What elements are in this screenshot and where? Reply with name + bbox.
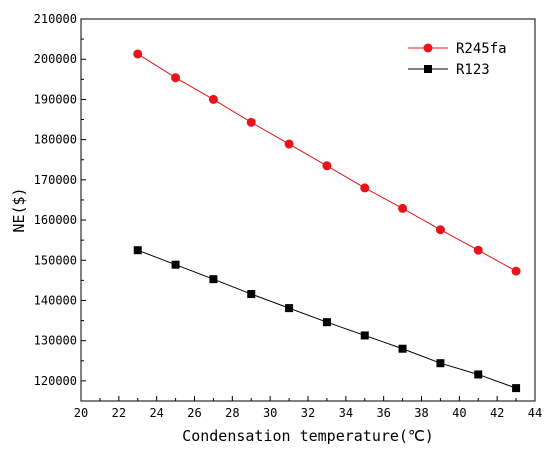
x-tick-label: 26 xyxy=(187,406,201,420)
data-point-r245fa xyxy=(322,161,332,171)
x-tick-label: 40 xyxy=(452,406,466,420)
data-point-r245fa xyxy=(360,183,370,193)
x-tick-label: 28 xyxy=(225,406,239,420)
x-tick-label: 22 xyxy=(112,406,126,420)
legend-marker-r245fa xyxy=(423,43,433,53)
legend-marker-r123 xyxy=(424,65,432,73)
y-tick-label: 130000 xyxy=(34,334,77,348)
y-tick-label: 190000 xyxy=(34,92,77,106)
x-tick-label: 20 xyxy=(74,406,88,420)
x-tick-label: 38 xyxy=(414,406,428,420)
data-point-r245fa xyxy=(435,225,445,235)
legend: R245fa R123 xyxy=(408,41,507,78)
data-point-r123 xyxy=(247,290,256,299)
legend-label-r123: R123 xyxy=(456,62,490,78)
data-point-r245fa xyxy=(284,139,294,149)
x-tick-label: 30 xyxy=(263,406,277,420)
y-tick-label: 210000 xyxy=(34,12,77,26)
data-point-r123 xyxy=(474,370,483,379)
x-tick-label: 36 xyxy=(376,406,390,420)
data-point-r245fa xyxy=(473,245,483,255)
x-tick-label: 32 xyxy=(301,406,315,420)
x-tick-label: 24 xyxy=(149,406,163,420)
data-point-r123 xyxy=(171,260,180,269)
data-point-r245fa xyxy=(133,49,143,59)
data-point-r123 xyxy=(360,331,369,340)
data-point-r245fa xyxy=(511,266,521,276)
y-tick-label: 160000 xyxy=(34,213,77,227)
data-point-r245fa xyxy=(208,94,218,104)
y-tick-label: 150000 xyxy=(34,253,77,267)
y-tick-label: 140000 xyxy=(34,293,77,307)
data-point-r245fa xyxy=(171,73,181,83)
y-tick-label: 200000 xyxy=(34,52,77,66)
data-point-r123 xyxy=(209,275,218,284)
data-point-r123 xyxy=(285,304,294,313)
legend-label-r245fa: R245fa xyxy=(456,41,507,57)
data-point-r245fa xyxy=(398,203,408,213)
y-tick-label: 120000 xyxy=(34,374,77,388)
data-point-r123 xyxy=(322,318,331,327)
axis-ticks: 20 22 24 26 28 30 32 34 36 38 40 42 44 120000 130000 14… xyxy=(34,12,543,420)
data-point-r123 xyxy=(512,384,521,393)
data-point-r123 xyxy=(133,246,142,255)
x-tick-label: 34 xyxy=(339,406,353,420)
x-axis-title: Condensation temperature(℃) xyxy=(182,427,434,445)
data-point-r123 xyxy=(398,344,407,353)
series-layer xyxy=(133,49,521,393)
y-tick-label: 170000 xyxy=(34,173,77,187)
y-axis-title: NE($) xyxy=(10,187,28,232)
x-tick-label: 44 xyxy=(528,406,542,420)
data-point-r245fa xyxy=(246,117,256,127)
data-point-r123 xyxy=(436,359,445,368)
y-tick-label: 180000 xyxy=(34,133,77,147)
x-tick-label: 42 xyxy=(490,406,504,420)
